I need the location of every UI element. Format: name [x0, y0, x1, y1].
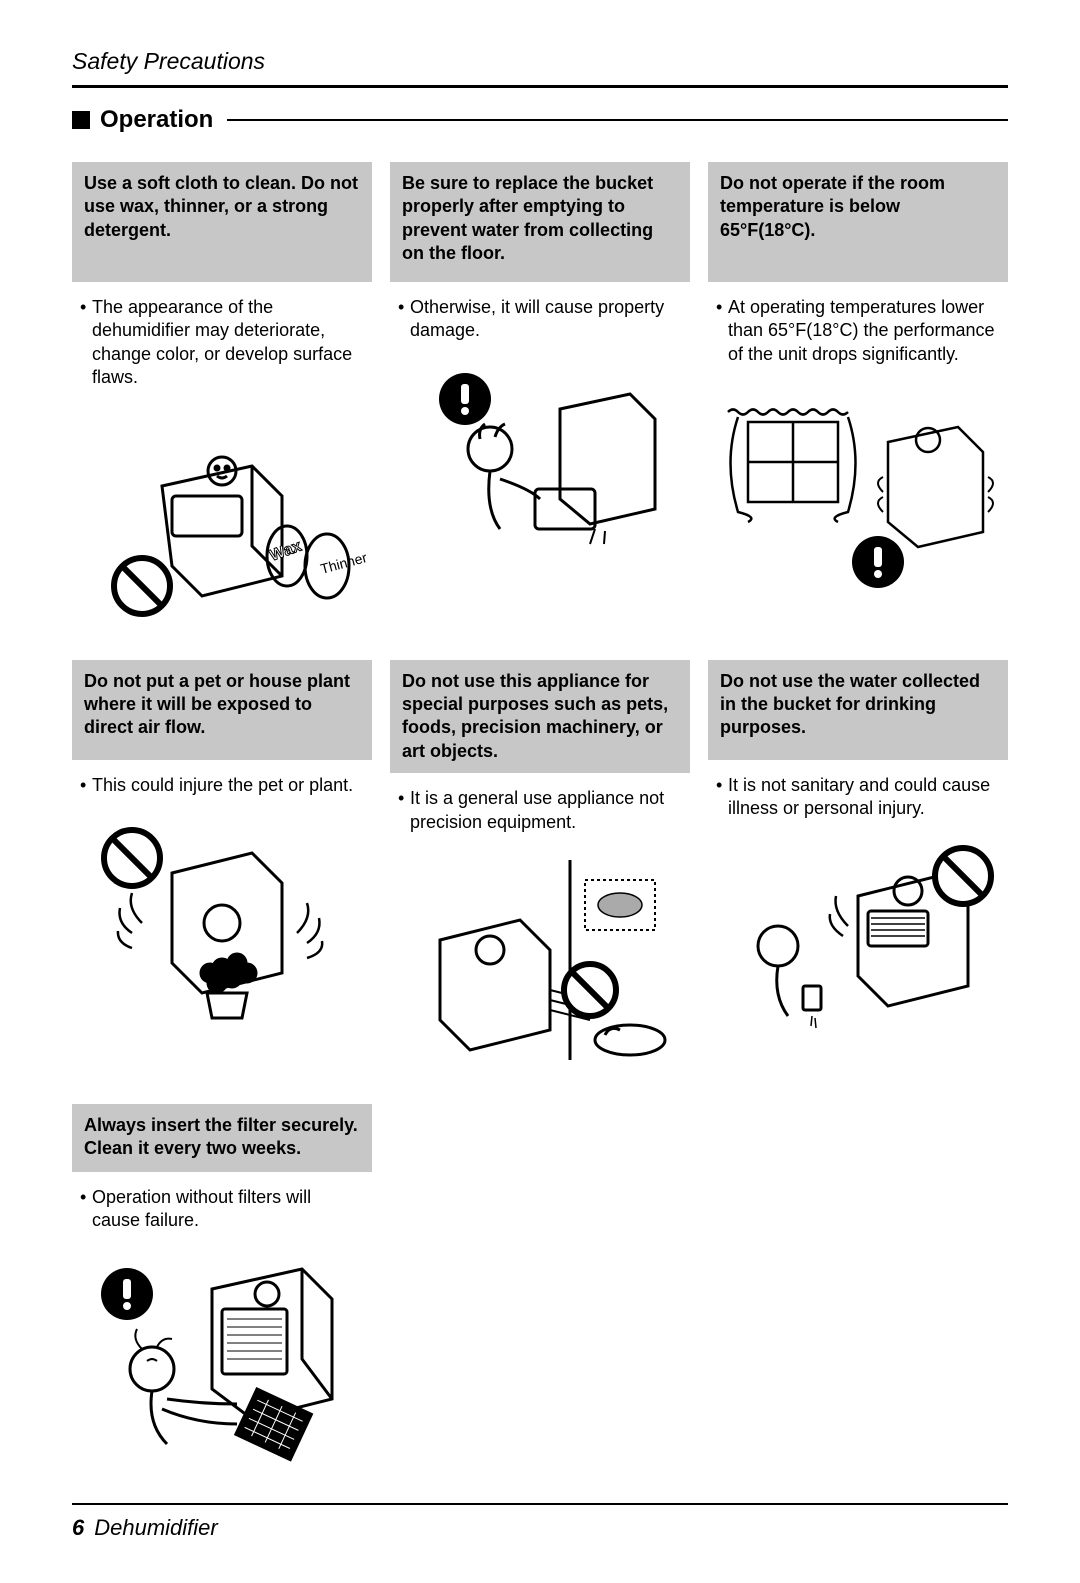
card-head: Always insert the filter securely. Clean…	[72, 1104, 372, 1172]
illus-svg	[390, 850, 690, 1070]
illustration	[708, 836, 1008, 1056]
prohibit-icon	[114, 558, 170, 614]
header-rule	[72, 85, 1008, 88]
card-bullet: This could injure the pet or plant.	[72, 760, 372, 797]
page-number: 6	[72, 1515, 84, 1540]
card-bullet: Operation without filters will cause fai…	[72, 1172, 372, 1233]
illustration	[72, 1249, 372, 1469]
page-footer: 6 Dehumidifier	[72, 1503, 1008, 1541]
card-head: Use a soft cloth to clean. Do not use wa…	[72, 162, 372, 282]
card-temperature: Do not operate if the room temperature i…	[708, 162, 1008, 626]
prohibit-icon	[564, 964, 616, 1016]
warning-icon	[852, 536, 904, 588]
cards-grid: Use a soft cloth to clean. Do not use wa…	[72, 162, 1008, 1469]
card-head: Be sure to replace the bucket properly a…	[390, 162, 690, 282]
card-bullet: It is a general use appliance not precis…	[390, 773, 690, 834]
prohibit-icon	[104, 830, 160, 886]
illustration	[390, 850, 690, 1070]
card-special-purposes: Do not use this appliance for special pu…	[390, 660, 690, 1070]
card-bullet: The appearance of the dehumidifier may d…	[72, 282, 372, 390]
card-bullet: At operating temperatures lower than 65°…	[708, 282, 1008, 366]
card-head: Do not operate if the room temperature i…	[708, 162, 1008, 282]
illus-svg	[708, 382, 1008, 602]
illus-svg	[708, 836, 1008, 1056]
card-bullet: It is not sanitary and could cause illne…	[708, 760, 1008, 821]
footer-title: Dehumidifier	[94, 1515, 218, 1540]
section-rule	[227, 119, 1008, 121]
prohibit-icon	[935, 848, 991, 904]
page-header: Safety Precautions	[72, 48, 1008, 75]
illustration	[708, 382, 1008, 602]
svg-text:Thinner: Thinner	[319, 549, 369, 577]
svg-text:Wax: Wax	[268, 537, 304, 564]
illus-svg: Thinner Wax	[72, 406, 372, 626]
card-clean-cloth: Use a soft cloth to clean. Do not use wa…	[72, 162, 372, 626]
illustration: Thinner Wax	[72, 406, 372, 626]
illus-svg	[390, 359, 690, 579]
illus-svg	[72, 1249, 372, 1469]
section-title: Operation	[100, 106, 213, 134]
section-heading: Operation	[72, 106, 1008, 134]
card-replace-bucket: Be sure to replace the bucket properly a…	[390, 162, 690, 626]
warning-icon	[101, 1268, 153, 1320]
card-pet-plant: Do not put a pet or house plant where it…	[72, 660, 372, 1070]
footer-rule	[72, 1503, 1008, 1505]
section-marker-icon	[72, 111, 90, 129]
footer-text: 6 Dehumidifier	[72, 1515, 1008, 1541]
illustration	[390, 359, 690, 579]
card-head: Do not use this appliance for special pu…	[390, 660, 690, 774]
card-drink-water: Do not use the water collected in the bu…	[708, 660, 1008, 1070]
card-head: Do not put a pet or house plant where it…	[72, 660, 372, 760]
card-bullet: Otherwise, it will cause property damage…	[390, 282, 690, 343]
card-filter: Always insert the filter securely. Clean…	[72, 1104, 372, 1469]
illustration	[72, 813, 372, 1033]
illus-svg	[72, 813, 372, 1033]
warning-icon	[439, 373, 491, 425]
card-head: Do not use the water collected in the bu…	[708, 660, 1008, 760]
